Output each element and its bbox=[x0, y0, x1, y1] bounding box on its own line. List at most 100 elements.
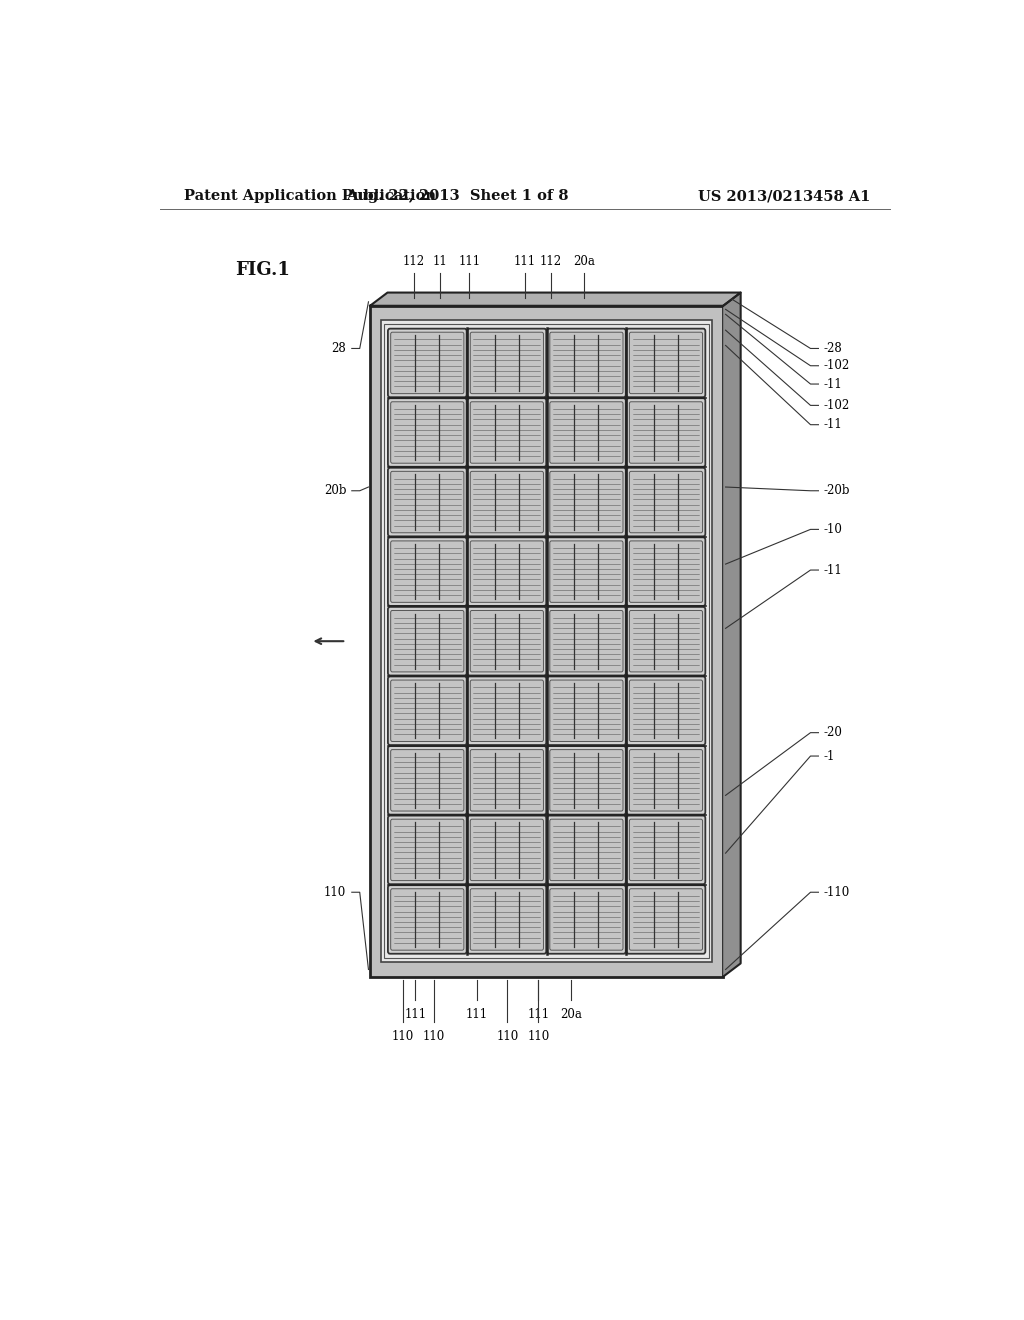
Bar bbox=[384, 325, 709, 958]
FancyBboxPatch shape bbox=[391, 888, 464, 950]
FancyBboxPatch shape bbox=[630, 401, 702, 463]
Text: -11: -11 bbox=[824, 418, 843, 432]
FancyBboxPatch shape bbox=[388, 746, 467, 814]
Text: 20a: 20a bbox=[573, 255, 595, 268]
Text: US 2013/0213458 A1: US 2013/0213458 A1 bbox=[697, 189, 870, 203]
FancyBboxPatch shape bbox=[391, 680, 464, 742]
FancyBboxPatch shape bbox=[627, 886, 706, 954]
FancyBboxPatch shape bbox=[547, 816, 626, 884]
FancyBboxPatch shape bbox=[470, 750, 544, 810]
Text: FIG.1: FIG.1 bbox=[236, 261, 290, 280]
Text: 20a: 20a bbox=[560, 1008, 582, 1022]
FancyBboxPatch shape bbox=[388, 537, 467, 606]
FancyBboxPatch shape bbox=[388, 329, 467, 397]
FancyBboxPatch shape bbox=[627, 467, 706, 536]
FancyBboxPatch shape bbox=[627, 746, 706, 814]
Text: -102: -102 bbox=[824, 359, 850, 372]
Text: Aug. 22, 2013  Sheet 1 of 8: Aug. 22, 2013 Sheet 1 of 8 bbox=[346, 189, 568, 203]
Text: 11: 11 bbox=[432, 255, 447, 268]
FancyBboxPatch shape bbox=[630, 333, 702, 393]
FancyBboxPatch shape bbox=[388, 467, 467, 536]
Text: -28: -28 bbox=[824, 342, 843, 355]
FancyBboxPatch shape bbox=[627, 399, 706, 467]
FancyBboxPatch shape bbox=[550, 541, 623, 602]
FancyBboxPatch shape bbox=[388, 676, 467, 744]
Text: 111: 111 bbox=[514, 255, 536, 268]
FancyBboxPatch shape bbox=[388, 399, 467, 467]
FancyBboxPatch shape bbox=[547, 329, 626, 397]
Text: 110: 110 bbox=[497, 1031, 518, 1044]
FancyBboxPatch shape bbox=[550, 750, 623, 810]
Polygon shape bbox=[370, 293, 740, 306]
FancyBboxPatch shape bbox=[627, 537, 706, 606]
FancyBboxPatch shape bbox=[547, 399, 626, 467]
FancyBboxPatch shape bbox=[470, 471, 544, 533]
Text: -102: -102 bbox=[824, 399, 850, 412]
FancyBboxPatch shape bbox=[468, 399, 546, 467]
FancyBboxPatch shape bbox=[391, 333, 464, 393]
FancyBboxPatch shape bbox=[391, 401, 464, 463]
FancyBboxPatch shape bbox=[391, 541, 464, 602]
Text: 110: 110 bbox=[527, 1031, 550, 1044]
Text: 111: 111 bbox=[458, 255, 480, 268]
Text: -11: -11 bbox=[824, 378, 843, 391]
FancyBboxPatch shape bbox=[468, 676, 546, 744]
FancyBboxPatch shape bbox=[547, 537, 626, 606]
FancyBboxPatch shape bbox=[550, 471, 623, 533]
FancyBboxPatch shape bbox=[470, 333, 544, 393]
FancyBboxPatch shape bbox=[388, 816, 467, 884]
Text: -20: -20 bbox=[824, 726, 843, 739]
FancyBboxPatch shape bbox=[630, 610, 702, 672]
FancyBboxPatch shape bbox=[470, 541, 544, 602]
FancyBboxPatch shape bbox=[550, 333, 623, 393]
FancyBboxPatch shape bbox=[630, 680, 702, 742]
FancyBboxPatch shape bbox=[470, 820, 544, 880]
FancyBboxPatch shape bbox=[468, 537, 546, 606]
FancyBboxPatch shape bbox=[547, 886, 626, 954]
FancyBboxPatch shape bbox=[550, 680, 623, 742]
Text: -110: -110 bbox=[824, 886, 850, 899]
FancyBboxPatch shape bbox=[550, 401, 623, 463]
FancyBboxPatch shape bbox=[391, 471, 464, 533]
FancyBboxPatch shape bbox=[468, 329, 546, 397]
FancyBboxPatch shape bbox=[468, 746, 546, 814]
Text: 111: 111 bbox=[527, 1008, 549, 1022]
FancyBboxPatch shape bbox=[470, 401, 544, 463]
Text: 110: 110 bbox=[391, 1031, 414, 1044]
FancyBboxPatch shape bbox=[630, 541, 702, 602]
Text: 28: 28 bbox=[332, 342, 346, 355]
Text: 112: 112 bbox=[402, 255, 425, 268]
FancyBboxPatch shape bbox=[547, 467, 626, 536]
FancyBboxPatch shape bbox=[550, 888, 623, 950]
Text: -10: -10 bbox=[824, 523, 843, 536]
Text: 111: 111 bbox=[404, 1008, 426, 1022]
FancyBboxPatch shape bbox=[550, 610, 623, 672]
FancyBboxPatch shape bbox=[391, 750, 464, 810]
FancyBboxPatch shape bbox=[627, 329, 706, 397]
FancyBboxPatch shape bbox=[627, 607, 706, 676]
Text: 110: 110 bbox=[423, 1031, 444, 1044]
Text: -1: -1 bbox=[824, 750, 836, 763]
FancyBboxPatch shape bbox=[468, 886, 546, 954]
FancyBboxPatch shape bbox=[627, 816, 706, 884]
FancyBboxPatch shape bbox=[391, 610, 464, 672]
FancyBboxPatch shape bbox=[547, 676, 626, 744]
Bar bbox=[381, 319, 712, 962]
FancyBboxPatch shape bbox=[468, 607, 546, 676]
Text: Patent Application Publication: Patent Application Publication bbox=[183, 189, 435, 203]
Text: 20b: 20b bbox=[324, 484, 346, 498]
FancyBboxPatch shape bbox=[468, 816, 546, 884]
FancyBboxPatch shape bbox=[391, 820, 464, 880]
FancyBboxPatch shape bbox=[468, 467, 546, 536]
FancyBboxPatch shape bbox=[630, 471, 702, 533]
FancyBboxPatch shape bbox=[627, 676, 706, 744]
FancyBboxPatch shape bbox=[470, 610, 544, 672]
Bar bbox=[370, 306, 723, 977]
FancyBboxPatch shape bbox=[388, 607, 467, 676]
FancyBboxPatch shape bbox=[547, 607, 626, 676]
Text: 110: 110 bbox=[324, 886, 346, 899]
FancyBboxPatch shape bbox=[630, 820, 702, 880]
FancyBboxPatch shape bbox=[547, 746, 626, 814]
Text: 112: 112 bbox=[540, 255, 562, 268]
FancyBboxPatch shape bbox=[550, 820, 623, 880]
